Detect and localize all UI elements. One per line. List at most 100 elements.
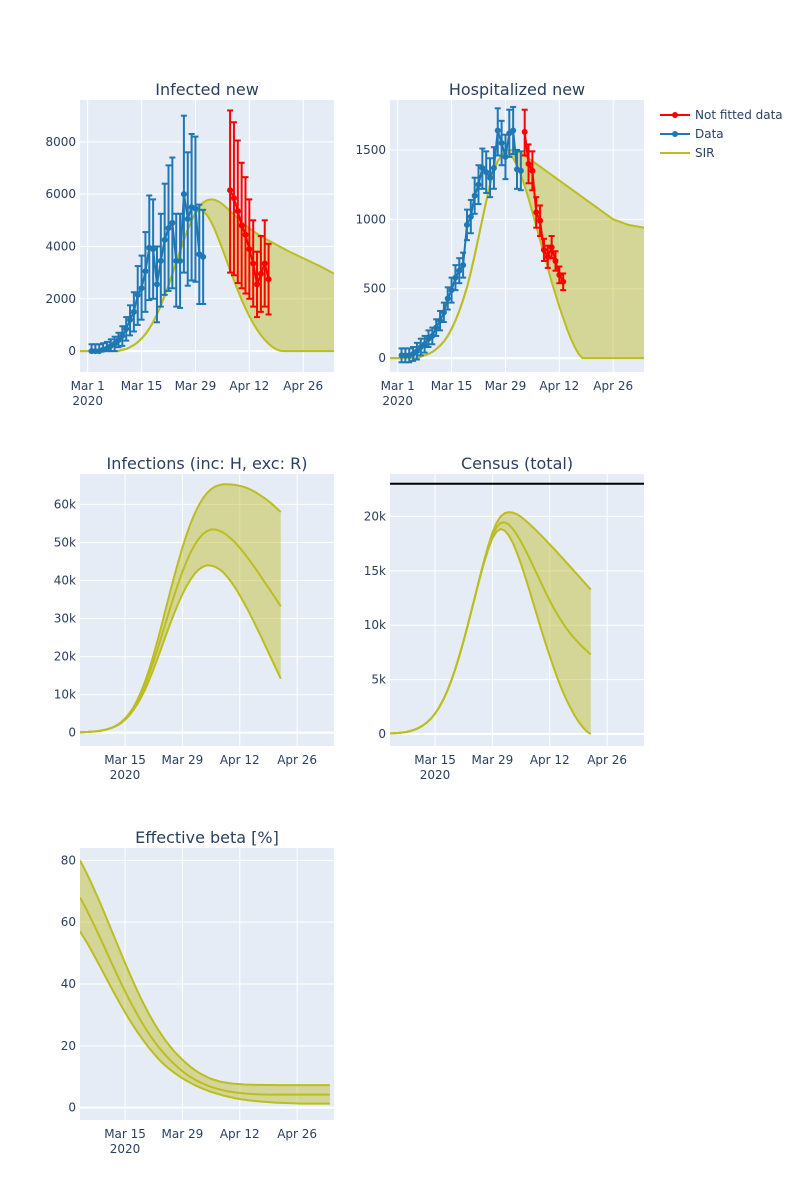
data-point [238,222,245,229]
chart-title: Hospitalized new [449,80,585,99]
y-tick-label: 50k [54,535,76,549]
plot-area [390,474,644,746]
data-point [413,348,420,355]
x-tick-label: Mar 29 [162,753,204,767]
legend-item[interactable]: SIR [660,146,715,160]
x-tick-label: Apr 26 [593,379,633,393]
data-point [200,253,207,260]
x-tick-label: Mar 15 [121,379,163,393]
data-point [111,340,118,347]
y-tick-label: 20k [364,509,386,523]
data-point [452,274,459,281]
data-point [529,167,536,174]
data-point [150,246,157,253]
y-tick-label: 80 [61,853,76,867]
x-tick-year: 2020 [110,768,141,782]
legend-label: Not fitted data [695,108,783,122]
data-point [475,181,482,188]
data-point [552,257,559,264]
data-point [153,281,160,288]
sir-center-line [80,528,282,734]
data-point [127,316,134,323]
y-tick-label: 10k [54,688,76,702]
y-tick-label: 8000 [45,135,76,149]
x-tick-year: 2020 [72,394,103,408]
data-point [254,281,261,288]
data-point [230,195,237,202]
data-point [234,208,241,215]
data-point [494,127,501,134]
legend-marker [672,112,678,118]
legend-item[interactable]: Data [660,127,724,141]
data-point [165,225,172,232]
y-tick-label: 0 [68,1101,76,1115]
data-point [250,260,257,267]
data-point [246,246,253,253]
data-point [437,317,444,324]
data-point [180,191,187,198]
sir-upper-line [80,859,330,1087]
y-tick-label: 60k [54,497,76,511]
x-tick-label: Apr 26 [277,1127,317,1141]
data-point [498,140,505,147]
chart-title: Effective beta [%] [135,828,279,847]
data-point [261,260,268,267]
data-point [169,219,176,226]
x-tick-label: Apr 12 [220,753,260,767]
x-tick-label: Mar 29 [472,753,514,767]
data-point [429,332,436,339]
x-tick-label: Apr 26 [277,753,317,767]
x-tick-label: Apr 12 [229,379,269,393]
legend[interactable]: Not fitted data Data SIR [660,108,783,160]
data-point [471,192,478,199]
not-fitted-series [521,108,567,292]
data-point [257,270,264,277]
data-point [448,287,455,294]
sir-band-fill [390,512,591,735]
sir-band [80,859,330,1105]
x-tick-label: Mar 1 [71,379,105,393]
x-tick-label: Apr 12 [539,379,579,393]
data-point [502,153,509,160]
data-point [479,165,486,171]
data-point [444,295,451,302]
data-point [525,160,532,167]
x-tick-label: Apr 12 [530,753,570,767]
data-point [533,209,540,216]
sir-band-fill [80,484,281,733]
data-series [398,105,524,364]
sir-band [390,511,592,735]
legend-item[interactable]: Not fitted data [660,108,783,122]
data-point [510,127,517,134]
data-point [138,285,145,292]
x-tick-label: Apr 12 [220,1127,260,1141]
plot-area [80,474,334,746]
y-tick-label: 10k [364,618,386,632]
chart-title: Census (total) [461,454,573,473]
x-tick-label: Mar 15 [414,753,456,767]
data-point [142,268,149,275]
y-tick-label: 500 [363,282,386,296]
data-point [467,213,474,220]
chart-title: Infected new [155,80,259,99]
data-point [433,324,440,331]
data-point [463,221,470,228]
data-point [521,128,528,135]
data-point [517,167,524,174]
data-point [460,262,467,269]
x-tick-label: Mar 29 [175,379,217,393]
data-point [177,257,184,264]
y-tick-label: 5k [371,673,386,687]
data-point [556,271,563,278]
data-point [227,187,234,194]
x-tick-year: 2020 [420,768,451,782]
data-point [421,341,428,348]
data-point [537,217,544,224]
legend-label: SIR [695,146,715,160]
